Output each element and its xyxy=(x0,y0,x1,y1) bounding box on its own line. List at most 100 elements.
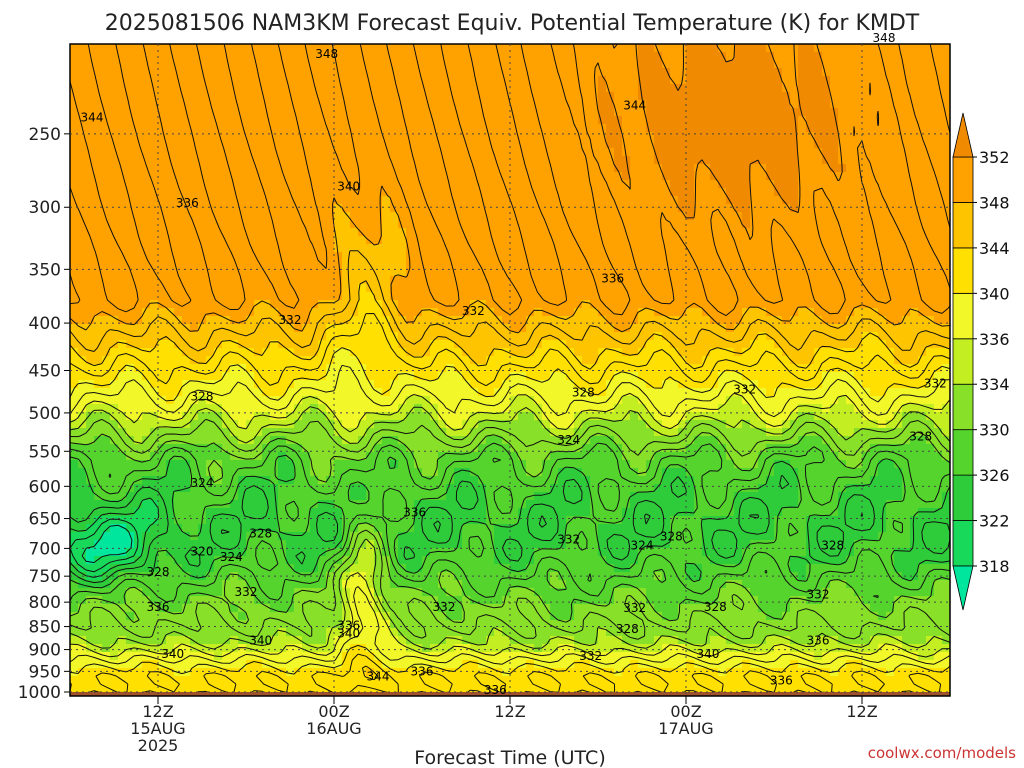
contour-label: 332 xyxy=(807,588,830,602)
contour-label: 340 xyxy=(337,180,360,194)
colorbar-extend-bottom xyxy=(952,565,974,611)
colorbar-tick-label: 318 xyxy=(979,557,1010,576)
x-tick-label: 17AUG xyxy=(658,719,713,738)
contour-label: 332 xyxy=(433,600,456,614)
contour-label: 336 xyxy=(484,683,507,697)
colorbar-segment xyxy=(952,474,974,521)
y-axis: 250 300 350 400 450 500 550 600 650 700 750 800 850 9… xyxy=(18,125,70,703)
contour-label: 336 xyxy=(411,664,434,678)
contour-label: 332 xyxy=(279,313,302,327)
x-tick-label: 12Z xyxy=(142,702,173,721)
contour-label: 344 xyxy=(367,669,390,683)
contour-label: 332 xyxy=(557,533,580,547)
colorbar-tick-label: 352 xyxy=(979,148,1010,167)
y-tick-label: 400 xyxy=(29,314,61,334)
colorbar: 318 322 326 330 334 336 340 344 348 352 xyxy=(952,112,1010,611)
contour-label: 328 xyxy=(909,429,932,443)
contour-label: 328 xyxy=(191,389,214,403)
colorbar-segment xyxy=(952,383,974,431)
contour-label: 328 xyxy=(572,385,595,399)
contour-label: 336 xyxy=(601,271,624,285)
colorbar-segment xyxy=(952,202,974,249)
contour-label: 328 xyxy=(660,530,683,544)
y-tick-label: 1000 xyxy=(18,683,61,703)
contour-label: 348 xyxy=(315,47,338,61)
contour-label: 332 xyxy=(623,601,646,615)
contour-label: 328 xyxy=(616,622,639,636)
contour-label: 332 xyxy=(462,304,485,318)
contour-label: 348 xyxy=(873,31,896,45)
contour-label: 344 xyxy=(623,98,646,112)
contour-label: 332 xyxy=(924,377,947,391)
colorbar-tick-label: 330 xyxy=(979,421,1010,440)
contour-label: 320 xyxy=(191,544,214,558)
contour-label: 336 xyxy=(403,505,426,519)
colorbar-tick-label: 334 xyxy=(979,375,1010,394)
x-tick-label: 00Z xyxy=(670,702,701,721)
colorbar-segment xyxy=(952,156,974,203)
colorbar-tick-label: 326 xyxy=(979,466,1010,485)
contour-lines xyxy=(70,44,950,696)
x-tick-label: 2025 xyxy=(138,736,179,755)
y-tick-label: 800 xyxy=(29,593,61,613)
contour-label: 340 xyxy=(161,647,184,661)
colorbar-segment xyxy=(952,520,974,567)
contour-label: 336 xyxy=(176,196,199,210)
colorbar-segment xyxy=(952,292,974,340)
contour-label: 328 xyxy=(249,527,272,541)
y-tick-label: 250 xyxy=(29,125,61,145)
y-tick-label: 650 xyxy=(29,510,61,530)
x-tick-label: 16AUG xyxy=(306,719,361,738)
y-tick-label: 900 xyxy=(29,641,61,661)
colorbar-segment xyxy=(952,338,974,385)
contour-label: 340 xyxy=(337,627,360,641)
credit-text: coolwx.com/models xyxy=(868,744,1016,762)
contour-label: 344 xyxy=(81,110,104,124)
y-tick-label: 850 xyxy=(29,618,61,638)
x-tick-label: 15AUG xyxy=(130,719,185,738)
contour-label: 324 xyxy=(191,476,214,490)
x-tick-label: 00Z xyxy=(318,702,349,721)
grid xyxy=(70,44,950,696)
y-tick-label: 700 xyxy=(29,539,61,559)
y-tick-label: 300 xyxy=(29,198,61,218)
y-tick-label: 750 xyxy=(29,567,61,587)
contour-label: 328 xyxy=(821,539,844,553)
x-tick-label: 12Z xyxy=(494,702,525,721)
contour-label: 328 xyxy=(147,565,170,579)
contour-label: 340 xyxy=(249,634,272,648)
y-tick-label: 550 xyxy=(29,442,61,462)
colorbar-segment xyxy=(952,247,974,294)
contour-label: 324 xyxy=(631,539,654,553)
contour-label: 336 xyxy=(337,619,360,633)
contour-label: 336 xyxy=(770,674,793,688)
contour-label: 340 xyxy=(697,647,720,661)
colorbar-tick-label: 340 xyxy=(979,284,1010,303)
contour-label: 332 xyxy=(235,585,258,599)
contour-label: 332 xyxy=(579,649,602,663)
contour-label: 324 xyxy=(220,550,243,564)
contour-label: 336 xyxy=(807,634,830,648)
colorbar-tick-label: 336 xyxy=(979,330,1010,349)
contour-label: 336 xyxy=(147,600,170,614)
x-tick-label: 12Z xyxy=(846,702,877,721)
colorbar-tick-label: 344 xyxy=(979,239,1010,258)
y-tick-label: 950 xyxy=(29,662,61,682)
contour-label: 324 xyxy=(557,433,580,447)
y-tick-label: 450 xyxy=(29,361,61,381)
contour-label: 328 xyxy=(704,600,727,614)
contour-label: 332 xyxy=(733,383,756,397)
y-tick-label: 500 xyxy=(29,404,61,424)
y-tick-label: 600 xyxy=(29,477,61,497)
colorbar-tick-label: 322 xyxy=(979,512,1010,531)
x-axis-label: Forecast Time (UTC) xyxy=(414,747,605,768)
plot-area xyxy=(70,44,950,696)
colorbar-extend-top xyxy=(952,112,974,158)
y-tick-label: 350 xyxy=(29,260,61,280)
colorbar-segment xyxy=(952,429,974,476)
colorbar-tick-label: 348 xyxy=(979,193,1010,212)
chart-title: 2025081506 NAM3KM Forecast Equiv. Potent… xyxy=(105,11,920,36)
